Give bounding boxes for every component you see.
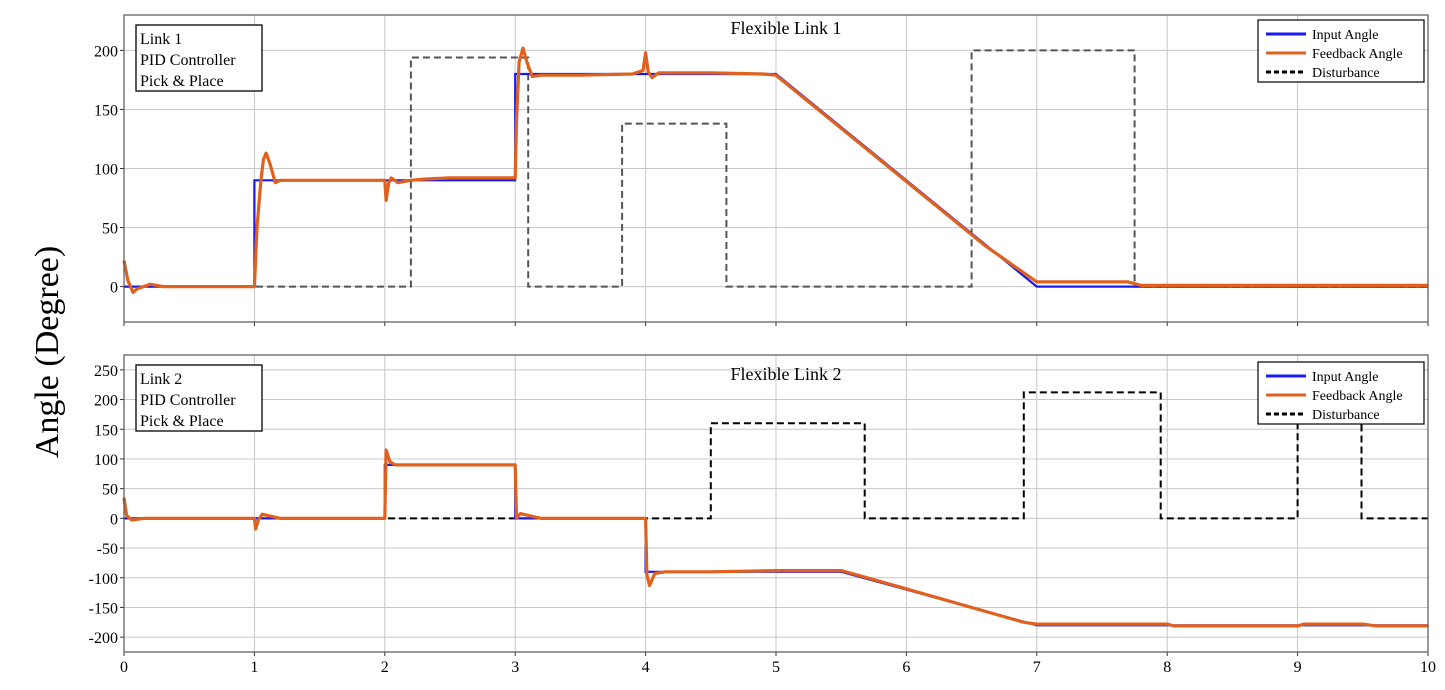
annotation-line: Link 1 — [140, 31, 182, 48]
y-tick-label: 200 — [94, 43, 118, 60]
x-tick-label: 0 — [120, 659, 128, 676]
series-line-feedback-angle — [122, 46, 1428, 295]
annotation-line: Link 2 — [140, 371, 182, 388]
legend-label: Input Angle — [1312, 28, 1379, 43]
chart-title: Flexible Link 2 — [731, 364, 842, 384]
annotation-box — [135, 364, 263, 432]
legend-label: Disturbance — [1312, 66, 1380, 81]
x-tick-label: 8 — [1163, 659, 1171, 676]
plot-frame — [123, 354, 1429, 653]
x-tick-label: 5 — [772, 659, 780, 676]
y-tick-label: -100 — [89, 571, 118, 588]
annotation-box — [135, 24, 263, 92]
x-tick-label: 4 — [642, 659, 650, 676]
y-tick-label: 150 — [94, 102, 118, 119]
y-tick-label: 0 — [110, 511, 118, 528]
annotation-line: PID Controller — [140, 392, 236, 409]
y-tick-label: -50 — [97, 541, 118, 558]
y-tick-label: 0 — [110, 280, 118, 297]
x-tick-label: 2 — [381, 659, 389, 676]
x-tick-label: 10 — [1420, 659, 1436, 676]
annotation-line: Pick & Place — [140, 413, 224, 430]
x-tick-label: 9 — [1294, 659, 1302, 676]
y-tick-label: 50 — [102, 482, 118, 499]
y-tick-label: 200 — [94, 393, 118, 410]
legend-label: Input Angle — [1312, 370, 1379, 385]
y-tick-label: 150 — [94, 422, 118, 439]
y-tick-label: 250 — [94, 363, 118, 380]
legend-label: Feedback Angle — [1312, 47, 1403, 62]
y-tick-label: -200 — [89, 630, 118, 647]
y-tick-label: 100 — [94, 162, 118, 179]
legend-label: Feedback Angle — [1312, 389, 1403, 404]
panel-link1: 0 50 100 150 200 Flexible Link 1 Link 1 PID Con… — [94, 14, 1429, 326]
legend-box — [1257, 19, 1425, 83]
plot-frame — [123, 14, 1429, 323]
annotation-line: PID Controller — [140, 52, 236, 69]
legend-label: Disturbance — [1312, 408, 1380, 423]
x-tick-label: 7 — [1033, 659, 1041, 676]
y-axis-label: Angle (Degree) — [29, 246, 66, 458]
y-tick-label: -150 — [89, 600, 118, 617]
series-line-disturbance — [124, 391, 1428, 520]
chart-title: Flexible Link 1 — [731, 18, 842, 38]
y-tick-label: 100 — [94, 452, 118, 469]
y-tick-label: 50 — [102, 221, 118, 238]
x-tick-label: 6 — [902, 659, 910, 676]
x-tick-label: 3 — [511, 659, 519, 676]
series-line-disturbance — [124, 49, 1428, 288]
annotation-line: Pick & Place — [140, 73, 224, 90]
series-line-feedback-angle — [122, 448, 1428, 628]
x-tick-label: 1 — [250, 659, 258, 676]
